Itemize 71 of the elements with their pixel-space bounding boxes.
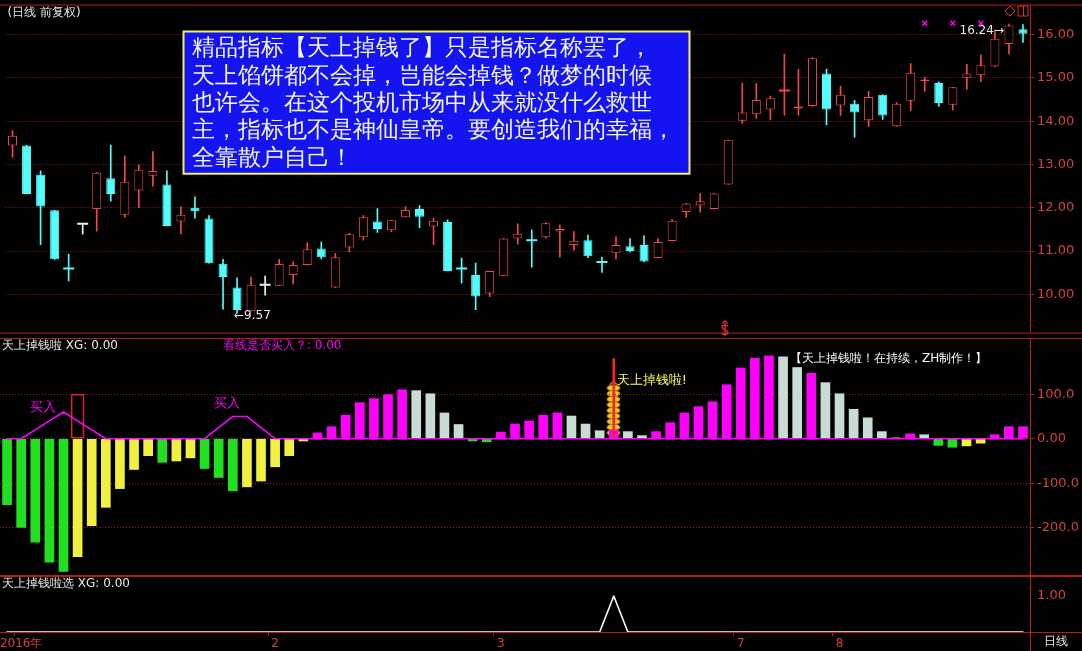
x-tick-label: 7: [736, 636, 745, 651]
bar: [30, 438, 41, 543]
y-tick-label: 16.00: [1037, 25, 1075, 41]
bar: [213, 438, 224, 478]
bar: [199, 438, 210, 469]
bar: [86, 438, 97, 526]
bar: [115, 438, 125, 489]
bar: [439, 412, 450, 439]
y-tick-label: -100.0: [1037, 474, 1079, 490]
y-tick-label: 15.00: [1037, 69, 1075, 85]
chart-title: 天上掉钱啦 XG: 0.00: [2, 338, 118, 353]
candlestick: [526, 229, 538, 268]
data-label: 买入: [30, 399, 57, 415]
bar: [411, 390, 422, 439]
annotation: ←9.57: [234, 308, 271, 323]
candlestick: [259, 275, 271, 296]
bar: [16, 438, 26, 528]
y-tick-label: 0.00: [1037, 430, 1066, 446]
text: 看线是否买入？: 0.00: [222, 338, 342, 353]
candlestick: [555, 224, 565, 258]
data-label: 买入: [213, 394, 240, 410]
annotation: 16.24→: [959, 23, 1004, 38]
bar: [100, 438, 111, 508]
bar: [143, 438, 153, 456]
bar: [157, 438, 168, 463]
bar: [284, 438, 295, 456]
y-tick-label: 10.00: [1037, 285, 1075, 301]
x-tick-label: 2: [271, 636, 279, 651]
y-tick-label: -200.0: [1037, 519, 1079, 535]
x-axis-title: 日线: [1044, 634, 1068, 649]
candlestick: [176, 206, 186, 235]
x-tick-label: 8: [835, 636, 844, 651]
bar: [820, 382, 831, 439]
bar: [270, 438, 280, 468]
bar: [848, 409, 859, 439]
bar: [778, 356, 788, 439]
candlestick: [77, 222, 89, 235]
bar: [425, 393, 436, 439]
bar: [792, 367, 803, 439]
candlestick: [148, 151, 158, 187]
bar: [612, 358, 616, 439]
bar: [256, 438, 266, 482]
candlestick: [596, 256, 608, 273]
x-tick-label: 3: [497, 636, 505, 651]
bar: [72, 438, 83, 558]
y-tick-label: 14.00: [1037, 112, 1075, 128]
bar: [834, 393, 845, 439]
bar: [227, 438, 238, 492]
bar: [2, 438, 12, 505]
chart-title: (日线 前复权): [7, 4, 81, 19]
y-tick-label: 11.00: [1037, 242, 1075, 258]
bar: [129, 438, 139, 470]
chart-title: 天上掉钱啦选 XG: 0.00: [2, 576, 130, 591]
candlestick: [737, 82, 747, 124]
bar: [44, 438, 55, 563]
y-tick-label: 13.00: [1037, 155, 1075, 171]
bar: [242, 438, 252, 488]
y-tick-label: 12.00: [1037, 199, 1075, 215]
annotation: 【天上掉钱啦！在持续，ZH制作！】: [790, 351, 988, 366]
x-tick-label: 2016年: [0, 636, 43, 651]
candlestick: [513, 223, 523, 245]
candlestick: [962, 64, 972, 90]
bar: [862, 417, 873, 439]
y-tick-label: 100.0: [1037, 385, 1075, 401]
annotation: 精品指标【天上掉钱了】只是指标名称罢了，天上馅饼都不会掉，岂能会掉钱？做梦的时候也许会。在这个投机市场中从来就没什么救世主，指标也不是神仙皇帝。要创造我们的幸福，全靠散户自己！: [191, 34, 675, 170]
candlestick: [1018, 24, 1028, 43]
data-label: 天上掉钱啦!: [616, 371, 687, 387]
bar: [566, 415, 577, 439]
bar: [58, 438, 69, 572]
bar: [453, 424, 464, 439]
text: 1.00: [1037, 587, 1066, 603]
